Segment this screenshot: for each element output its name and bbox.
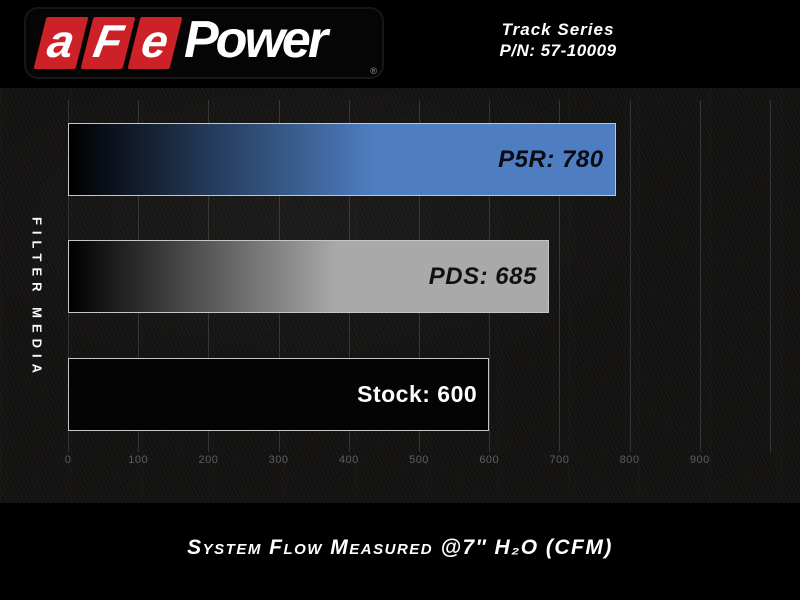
bar-value-label: Stock: 600 [357, 381, 478, 407]
x-axis-tick-label: 900 [689, 454, 710, 466]
bar-value-label: P5R: 780 [498, 145, 604, 173]
x-axis-tick-label: 0 [64, 454, 72, 466]
x-axis-tick-label: 300 [268, 454, 289, 466]
footer: System Flow Measured @7″ H₂O (CFM) [0, 503, 800, 600]
x-axis-tick-label: 500 [409, 454, 429, 466]
x-axis-tick-label: 100 [128, 454, 149, 466]
x-axis-tick-label: 600 [479, 454, 500, 466]
series-name: Track Series [501, 20, 615, 39]
logo-letter-tile: F [80, 15, 136, 69]
logo-letter-tile: e [127, 15, 183, 69]
x-axis-tick-label: 200 [198, 454, 219, 466]
gridline [770, 100, 771, 452]
y-axis-label: FILTER MEDIA [29, 216, 45, 380]
gridline [559, 100, 561, 452]
registered-trademark-icon: ® [370, 66, 377, 76]
chart-title: System Flow Measured @7″ H₂O (CFM) [187, 536, 613, 559]
gridline [629, 100, 631, 452]
x-axis-tick-label: 700 [549, 454, 570, 466]
bar-stock: Stock: 600 [68, 358, 490, 431]
x-axis-tick-label: 400 [338, 454, 359, 466]
plot-area: FILTER MEDIA 0 100 200 300 400 500 600 700 800 90… [0, 88, 800, 503]
gridline [699, 100, 701, 452]
part-number: P/N: 57-10009 [499, 41, 617, 60]
bar-p5r: P5R: 780 [68, 123, 616, 196]
x-axis-tick-label: 800 [619, 454, 640, 466]
logo-power-text: Power [184, 11, 328, 69]
bar-value-label: PDS: 685 [428, 262, 537, 290]
product-series-block: Track Series P/N: 57-10009 [448, 19, 668, 61]
bar-pds: PDS: 685 [68, 240, 549, 313]
logo-letter-tile: a [33, 15, 89, 69]
